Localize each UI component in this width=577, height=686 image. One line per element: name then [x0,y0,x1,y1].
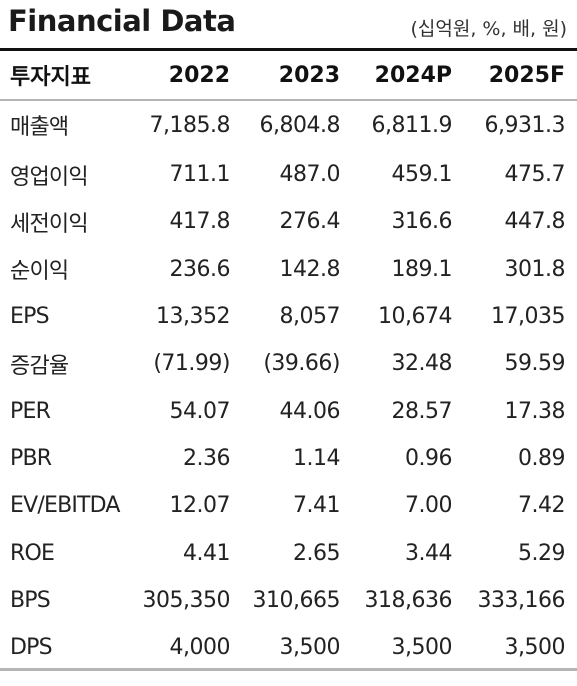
table-cell: 2.65 [293,540,340,566]
table-cell: 1.14 [293,445,340,471]
header-rule [0,99,577,101]
column-header-2022: 2022 [168,62,230,88]
table-cell: 10,674 [378,304,452,330]
table-cell: 318,636 [364,587,453,613]
table-row: 영업이익 711.1 487.0 459.1 475.7 [0,151,577,198]
table-cell: 0.96 [405,445,452,471]
row-label: 매출액 [10,115,69,140]
table-cell: 301.8 [504,256,566,282]
table-cell: 54.07 [169,398,231,424]
table-cell: 236.6 [169,256,231,282]
table-row: ROE 4.41 2.65 3.44 5.29 [0,529,577,576]
table-row: 매출액 7,185.8 6,804.8 6,811.9 6,931.3 [0,99,577,151]
table-body: 매출액 7,185.8 6,804.8 6,811.9 6,931.3 영업이익 711.1… [0,99,577,671]
row-label: EPS [10,304,50,330]
page-title: Financial Data [8,4,236,38]
row-label: 증감율 [10,353,69,379]
table-cell: 3,500 [391,635,453,661]
table-cell: 12.07 [169,493,231,519]
table-cell: (71.99) [153,351,230,377]
table-cell: 6,931.3 [484,112,566,138]
table-cell: 316.6 [391,209,453,235]
top-rule [0,48,577,51]
row-label: PER [10,398,51,424]
table-row: 순이익 236.6 142.8 189.1 301.8 [0,246,577,293]
table-cell: 310,665 [252,587,341,613]
table-row: 증감율 (71.99) (39.66) 32.48 59.59 [0,340,577,387]
table-cell: 711.1 [169,162,231,188]
column-header-2025f: 2025F [488,62,565,88]
column-header-indicator: 투자지표 [10,65,91,90]
table-cell: 447.8 [504,209,566,235]
row-label: EV/EBITDA [10,493,120,519]
table-cell: 7.00 [405,493,452,519]
table-cell: 2.36 [183,445,230,471]
table-row: DPS 4,000 3,500 3,500 3,500 [0,624,577,671]
table-cell: 4,000 [169,635,231,661]
table-cell: 28.57 [391,398,453,424]
table-cell: 3.44 [405,540,452,566]
table-cell: 459.1 [391,162,453,188]
table-cell: 7.42 [518,493,565,519]
table-cell: 305,350 [142,587,231,613]
row-label: 영업이익 [10,164,89,190]
table-cell: 6,811.9 [371,112,453,138]
table-cell: 59.59 [504,351,566,377]
table-cell: (39.66) [263,351,340,377]
table-cell: 417.8 [169,209,231,235]
financial-data-table: 투자지표 2022 2023 2024P 2025F 매출액 7,185.8 6,8… [0,51,577,671]
table-cell: 333,166 [477,587,566,613]
table-row: PBR 2.36 1.14 0.96 0.89 [0,435,577,482]
row-label: PBR [10,445,52,471]
table-cell: 276.4 [279,209,341,235]
row-label: 순이익 [10,259,69,285]
table-cell: 44.06 [279,398,341,424]
table-header-row: 투자지표 2022 2023 2024P 2025F [0,51,577,99]
bottom-rule [0,668,577,671]
column-header-2024p: 2024P [374,62,452,88]
table-row: PER 54.07 44.06 28.57 17.38 [0,387,577,434]
table-cell: 17,035 [491,304,565,330]
table-cell: 189.1 [391,256,453,282]
table-row: EV/EBITDA 12.07 7.41 7.00 7.42 [0,482,577,529]
row-label: DPS [10,635,53,661]
table-row: 세전이익 417.8 276.4 316.6 447.8 [0,198,577,245]
table-cell: 487.0 [279,162,341,188]
table-cell: 3,500 [504,635,566,661]
table-cell: 3,500 [279,635,341,661]
table-cell: 4.41 [183,540,230,566]
table-cell: 7.41 [293,493,340,519]
table-cell: 142.8 [279,256,341,282]
row-label: BPS [10,587,51,613]
table-cell: 5.29 [518,540,565,566]
table-row: BPS 305,350 310,665 318,636 333,166 [0,577,577,624]
table-cell: 7,185.8 [149,112,231,138]
report-header: Financial Data (십억원, %, 배, 원) [0,0,577,48]
table-cell: 475.7 [504,162,566,188]
table-row: EPS 13,352 8,057 10,674 17,035 [0,293,577,340]
table-cell: 17.38 [504,398,566,424]
unit-note: (십억원, %, 배, 원) [410,18,567,40]
table-cell: 6,804.8 [259,112,341,138]
row-label: ROE [10,540,55,566]
table-cell: 32.48 [391,351,453,377]
row-label: 세전이익 [10,211,89,237]
table-cell: 0.89 [518,445,565,471]
table-cell: 8,057 [279,304,341,330]
table-cell: 13,352 [156,304,230,330]
column-header-2023: 2023 [278,62,340,88]
